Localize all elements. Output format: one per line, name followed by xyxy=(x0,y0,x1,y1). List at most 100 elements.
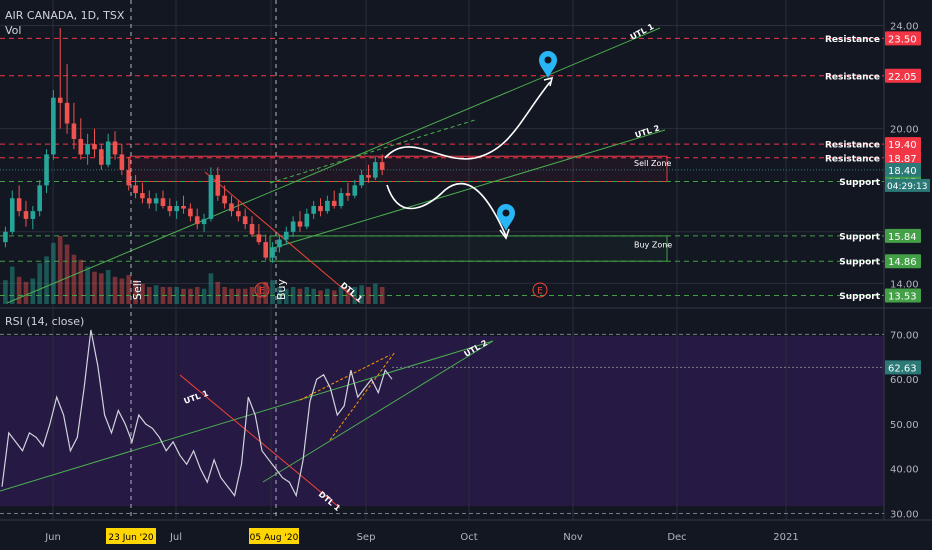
rsi-tick-label: 60.00 xyxy=(890,375,919,386)
earnings-icon xyxy=(532,282,548,298)
x-axis-label: Jun xyxy=(44,532,61,543)
candle-body xyxy=(181,206,186,209)
level-value-tag xyxy=(885,228,921,243)
x-axis-label: 2021 xyxy=(773,532,798,543)
volume-bar xyxy=(71,254,77,304)
x-axis-label: Oct xyxy=(460,532,477,543)
candle-body xyxy=(37,185,42,212)
level-value: 14.86 xyxy=(888,257,917,268)
sell-zone-label: Sell Zone xyxy=(634,159,671,168)
level-value-tag xyxy=(885,137,921,152)
volume-bar xyxy=(99,273,104,304)
volume-bar xyxy=(256,285,262,304)
volume-bar xyxy=(174,287,179,304)
volume-bar xyxy=(44,256,49,304)
volume-bar xyxy=(366,287,371,304)
x-axis-label: Sep xyxy=(357,532,376,543)
bullish-projection-arrow xyxy=(384,81,551,160)
rsi-tick-label: 70.00 xyxy=(890,330,919,341)
candle-body xyxy=(352,185,358,196)
buy-zone-label: Buy Zone xyxy=(634,240,672,249)
last-price-tag xyxy=(885,162,921,177)
volume-bar xyxy=(3,280,8,304)
candle-body xyxy=(16,198,22,212)
x-axis-label: Dec xyxy=(667,532,686,543)
rsi-title: RSI (14, close) xyxy=(5,315,85,328)
volume-bar xyxy=(153,285,159,304)
volume-bar xyxy=(236,288,241,304)
candle-body xyxy=(71,123,77,139)
candle-body xyxy=(338,193,344,206)
candle-body xyxy=(277,239,282,248)
candle-body xyxy=(167,206,173,212)
level-name: Resistance xyxy=(825,72,880,82)
volume-bar xyxy=(112,276,118,304)
buy-marker: Buy xyxy=(275,278,288,300)
candle-body xyxy=(208,175,214,219)
candle-body xyxy=(160,198,166,206)
volume-bar xyxy=(208,273,214,304)
volume-bar xyxy=(311,288,316,304)
candle-body xyxy=(146,198,152,204)
level-value: 18.87 xyxy=(888,154,917,165)
volume-bar xyxy=(263,281,269,304)
highlight-date-label: 05 Aug '20 xyxy=(250,533,299,543)
volume-bar xyxy=(318,290,323,304)
candle-body xyxy=(345,193,351,196)
volume-bar xyxy=(242,288,248,304)
candle-body xyxy=(23,211,29,219)
utl1-line xyxy=(6,27,661,304)
volume-bar xyxy=(222,287,227,304)
candle-body xyxy=(126,169,132,186)
candle-body xyxy=(201,218,207,225)
map-pin-icon-hole xyxy=(502,209,510,217)
volume-bar xyxy=(126,275,132,304)
candle-body xyxy=(311,206,316,214)
rsi-wedge-lower xyxy=(329,351,396,441)
volume-bar xyxy=(270,280,275,304)
volume-bar xyxy=(37,263,42,304)
volume-bar xyxy=(119,278,125,304)
highlight-date-label: 23 Jun '20 xyxy=(108,533,153,543)
map-pin-icon-hole xyxy=(544,56,552,64)
countdown-tag xyxy=(885,178,930,192)
volume-bar xyxy=(167,287,173,304)
level-value: 15.84 xyxy=(888,232,917,243)
volume-bar xyxy=(290,287,296,304)
candle-body xyxy=(297,221,303,227)
level-value-tag xyxy=(885,68,921,83)
candle-body xyxy=(133,185,138,194)
volume-bar xyxy=(57,236,63,304)
highlight-date-tag xyxy=(106,528,156,544)
candle-body xyxy=(9,198,15,232)
volume-bar xyxy=(105,270,111,304)
volume-bar xyxy=(345,288,351,304)
dtl1-line xyxy=(204,171,361,304)
volume-bar xyxy=(9,266,15,304)
rsi-utl2-line xyxy=(262,340,494,483)
volume-bar xyxy=(194,287,200,304)
candle-body xyxy=(99,149,104,165)
volume-bar xyxy=(297,288,303,304)
candle-body xyxy=(290,221,296,232)
candle-body xyxy=(222,195,227,204)
volume-bar xyxy=(16,276,22,304)
level-value-tag xyxy=(885,254,921,269)
candle-body xyxy=(325,200,330,212)
level-value: 19.40 xyxy=(888,140,917,151)
candle-body xyxy=(119,154,125,170)
candle-body xyxy=(64,102,70,124)
last-price-value: 18.40 xyxy=(888,166,917,177)
earnings-label: E xyxy=(259,287,265,297)
level-value: 13.53 xyxy=(888,291,917,302)
candle-body xyxy=(194,216,200,225)
price-tick-label: 20.00 xyxy=(890,125,919,136)
candle-body xyxy=(249,224,255,235)
volume-bar xyxy=(133,280,138,304)
highlight-date-tag xyxy=(249,528,299,544)
volume-bar xyxy=(146,287,152,304)
utl2-line xyxy=(269,129,666,250)
candle-body xyxy=(3,231,8,243)
